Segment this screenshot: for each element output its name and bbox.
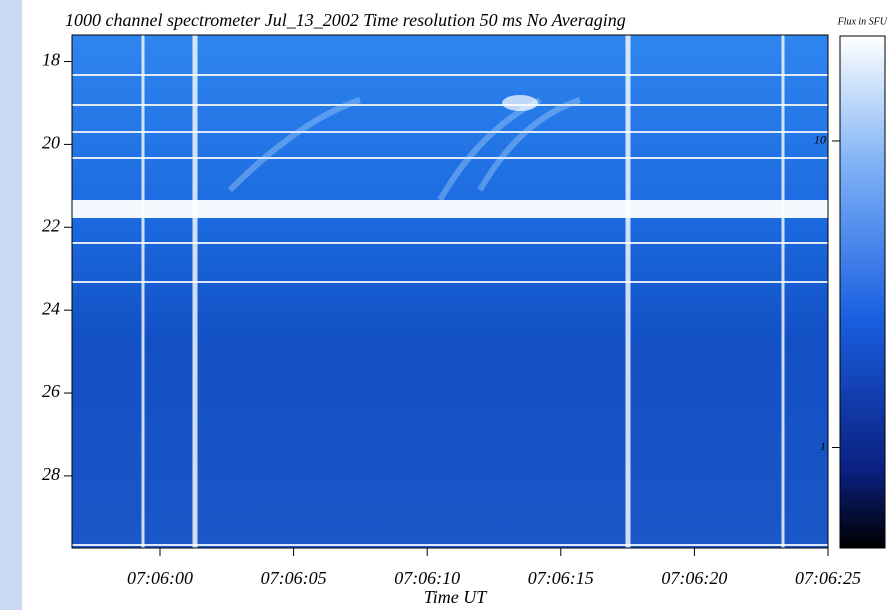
x-tick-label: 07:06:25 [795, 568, 861, 588]
y-tick-label: 24 [42, 298, 60, 318]
chart-title: 1000 channel spectrometer Jul_13_2002 Ti… [65, 10, 626, 30]
y-tick-label: 26 [42, 381, 60, 401]
x-axis-label: Time UT [424, 587, 489, 607]
spectrogram-image [72, 35, 828, 548]
y-tick-label: 22 [42, 215, 60, 235]
colorbar-tick-label: 10 [814, 133, 826, 147]
y-tick-label: 18 [42, 50, 60, 70]
x-tick-label: 07:06:20 [661, 568, 727, 588]
plot-frame [71, 34, 829, 549]
colorbar [839, 35, 886, 549]
y-tick-label: 20 [42, 133, 60, 153]
y-tick-label: 28 [42, 464, 60, 484]
x-tick-label: 07:06:15 [528, 568, 594, 588]
colorbar-label: Flux in SFU [837, 16, 888, 27]
x-tick-label: 07:06:00 [127, 568, 193, 588]
colorbar-tick-label: 1 [820, 439, 826, 453]
x-tick-label: 07:06:05 [261, 568, 327, 588]
x-tick-label: 07:06:10 [394, 568, 460, 588]
